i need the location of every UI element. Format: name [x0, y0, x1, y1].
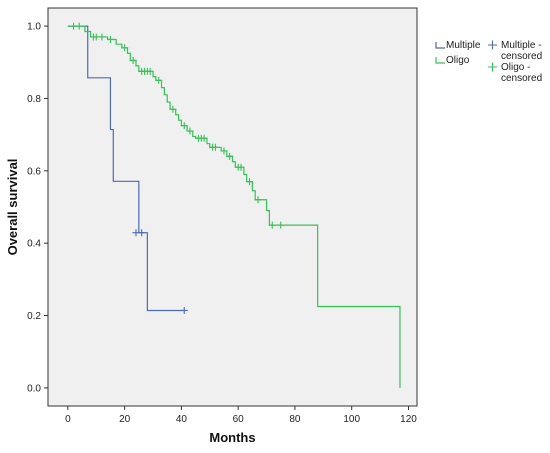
legend-label: Oligo — [446, 55, 470, 66]
censored-mark-oligo — [277, 221, 285, 229]
censored-mark-oligo — [237, 163, 245, 171]
y-tick-label: 0.8 — [27, 94, 41, 105]
censored-mark-oligo — [211, 143, 219, 151]
y-tick-label: 0.6 — [27, 166, 41, 177]
x-tick-label: 120 — [400, 414, 417, 425]
x-axis-title: Months — [209, 430, 255, 445]
legend-label: Oligo - — [501, 62, 530, 73]
x-tick-label: 80 — [289, 414, 301, 425]
x-tick-label: 20 — [119, 414, 131, 425]
legend-swatch-oligo — [435, 57, 445, 64]
censored-mark-oligo — [254, 196, 262, 204]
x-tick-label: 100 — [343, 414, 360, 425]
censored-mark-oligo — [146, 67, 154, 75]
censored-mark-oligo — [186, 127, 194, 135]
censored-mark-oligo — [129, 56, 137, 64]
y-tick-label: 0.2 — [27, 311, 41, 322]
censored-mark-multiple — [180, 306, 188, 314]
y-tick-label: 1.0 — [27, 22, 41, 33]
legend-swatch-multiple-censored — [488, 40, 497, 50]
x-tick-label: 40 — [176, 414, 188, 425]
censored-mark-oligo — [200, 134, 208, 142]
legend-swatch-oligo-censored — [488, 62, 497, 72]
x-tick-label: 60 — [233, 414, 245, 425]
censored-mark-oligo — [98, 33, 106, 41]
legend-label: censored — [501, 51, 542, 62]
censored-mark-oligo — [75, 22, 83, 30]
axes: 0 20 40 60 80 100 120 0.0 0.2 0.4 0.6 0.8 1.0 — [27, 22, 417, 425]
censored-mark-oligo — [180, 122, 188, 130]
legend-label: Multiple - — [501, 40, 542, 51]
censored-mark-oligo — [220, 147, 228, 155]
series-line-multiple — [67, 25, 185, 312]
censored-mark-oligo — [121, 44, 129, 52]
plot-area — [47, 7, 418, 407]
legend-label: Multiple — [446, 40, 481, 51]
censored-mark-oligo — [246, 178, 254, 186]
censored-mark-oligo — [106, 35, 114, 43]
x-tick-label: 0 — [65, 414, 71, 425]
y-axis-title: Overall survival — [5, 159, 20, 256]
censored-mark-oligo — [268, 221, 276, 229]
censored-mark-oligo — [226, 152, 234, 160]
legend-swatch-multiple — [435, 42, 445, 49]
y-tick-label: 0.4 — [27, 239, 41, 250]
y-tick-label: 0.0 — [27, 383, 41, 394]
censored-mark-oligo — [169, 105, 177, 113]
censored-mark-multiple — [138, 229, 146, 237]
censored-mark-oligo — [155, 76, 163, 84]
legend-label: censored — [501, 73, 542, 84]
chart-marks — [67, 22, 401, 388]
